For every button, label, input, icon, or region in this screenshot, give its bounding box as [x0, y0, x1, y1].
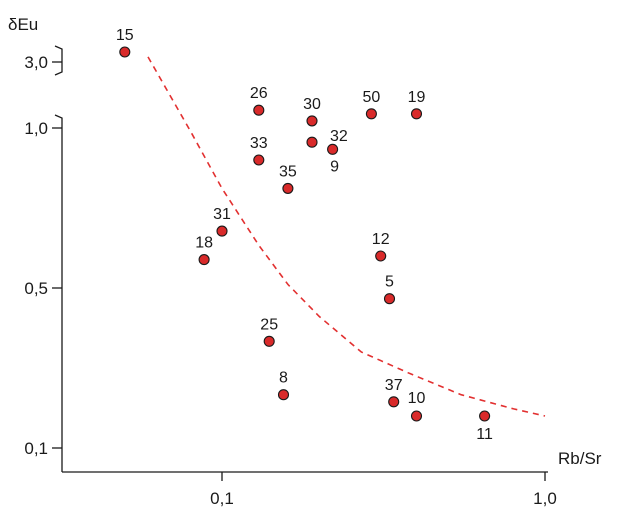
data-point-10 [410, 410, 423, 422]
data-point-label: 18 [195, 235, 213, 252]
data-point-label: 32 [330, 128, 348, 145]
data-point-25 [263, 335, 275, 347]
data-point-label: 19 [408, 89, 426, 106]
data-point-30 [306, 115, 318, 127]
data-point-label: 33 [250, 135, 268, 152]
y-tick-label: 1,0 [24, 119, 48, 138]
data-point-26 [253, 104, 265, 116]
data-point-label: 10 [408, 390, 426, 407]
data-point-label: 11 [476, 426, 493, 443]
data-point-8 [277, 389, 290, 401]
data-point-label: 25 [260, 316, 278, 333]
data-point-label: 26 [250, 85, 268, 102]
x-axis-label: Rb/Sr [558, 449, 602, 468]
data-point-label: 30 [303, 96, 321, 113]
data-point-18 [198, 254, 210, 266]
data-point-label: 31 [213, 206, 231, 223]
x-tick-label: 0,1 [210, 489, 234, 508]
data-point-label: 50 [363, 89, 381, 106]
data-point-12 [375, 250, 387, 262]
data-point-label: 15 [116, 27, 134, 44]
y-axis-break-segment [54, 45, 63, 76]
data-point-label: 12 [372, 231, 390, 248]
y-break-tick-label: 3,0 [24, 53, 48, 72]
x-tick-label: 1,0 [533, 489, 557, 508]
data-point-label: 8 [279, 370, 288, 387]
y-tick-label: 0,5 [24, 279, 48, 298]
data-point-32 [306, 136, 318, 148]
data-point-5 [383, 293, 396, 305]
y-axis-label: δEu [8, 15, 38, 34]
data-point-label: 37 [385, 377, 403, 394]
data-point-label: 35 [279, 163, 297, 180]
data-point-label: 5 [385, 274, 394, 291]
data-point-50 [365, 108, 377, 120]
data-point-35 [282, 182, 294, 194]
trend-curve [147, 56, 546, 417]
y-tick-label: 0,1 [24, 439, 48, 458]
data-point-33 [253, 154, 265, 166]
data-point-19 [410, 108, 423, 120]
data-point-9 [327, 143, 339, 155]
data-point-31 [216, 225, 228, 237]
data-point-15 [119, 46, 131, 58]
data-point-37 [388, 396, 400, 408]
data-point-11 [479, 410, 491, 422]
y-axis-line [54, 114, 63, 472]
data-point-label: 9 [330, 158, 339, 175]
